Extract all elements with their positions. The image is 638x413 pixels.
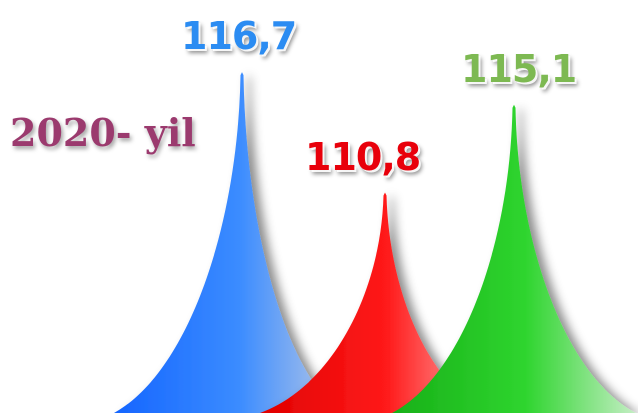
value-label-3: 115,1 [461,46,577,91]
peak-bar-2 [260,192,490,413]
peak-bar-1 [114,72,342,413]
peak-bar-3 [392,104,636,413]
value-label-1: 116,7 [181,14,297,59]
chart-title: 2020- yil [10,110,196,155]
value-label-2: 110,8 [305,134,421,179]
